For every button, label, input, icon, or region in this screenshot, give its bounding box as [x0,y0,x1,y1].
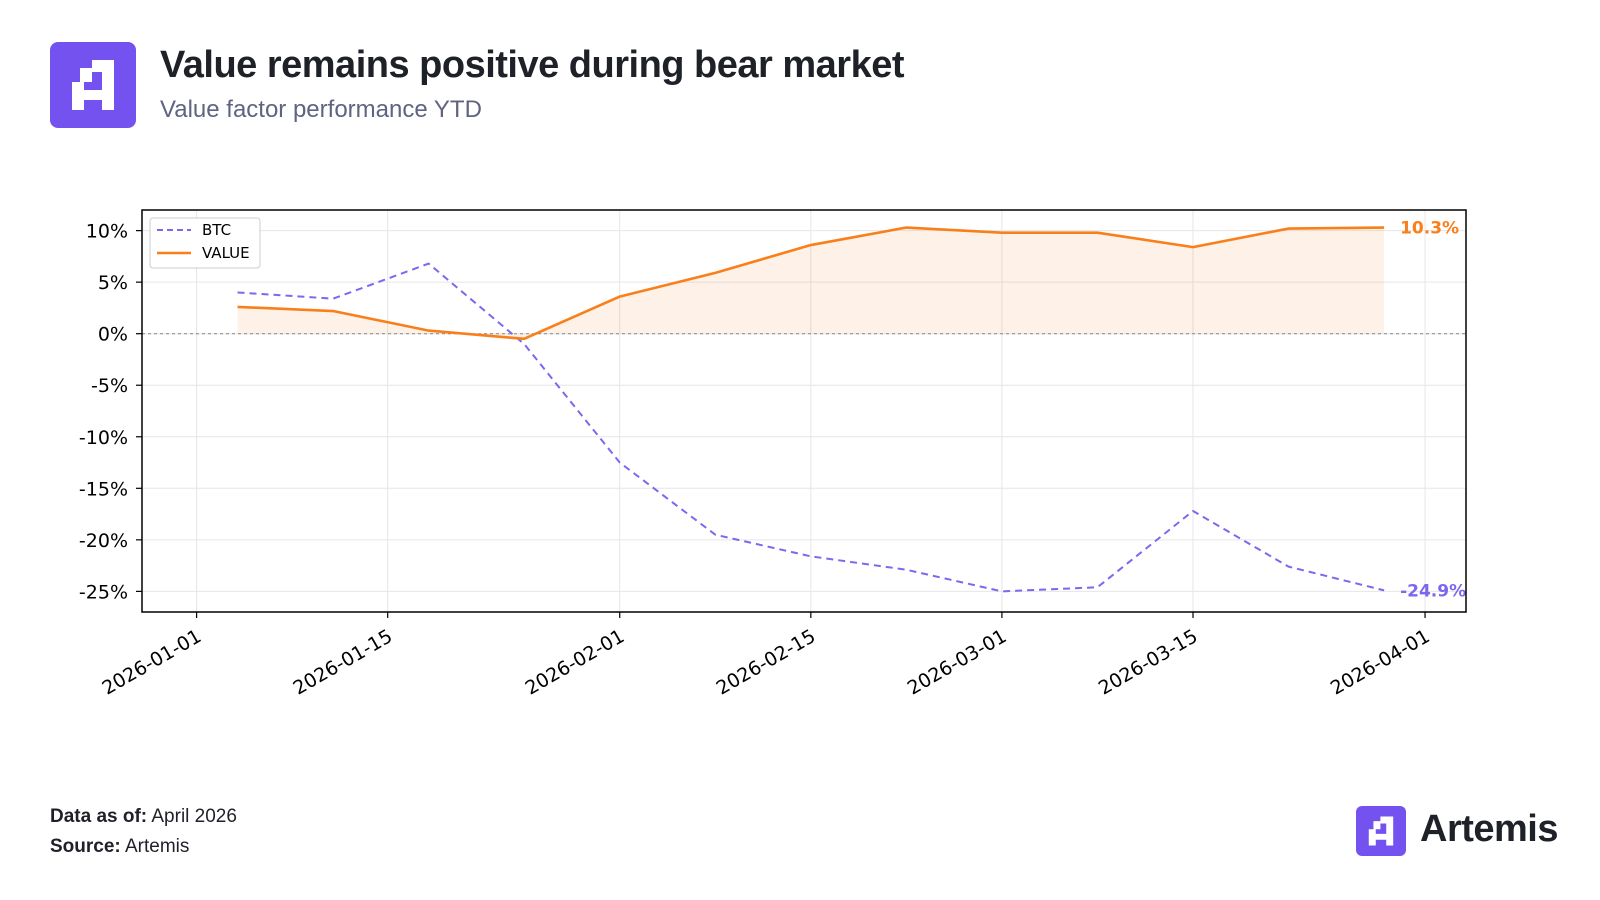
value-area-fill [237,227,1385,339]
footer-source: Source: Artemis [50,836,189,858]
legend-label-btc: BTC [202,221,231,239]
footer-source-label: Source: [50,836,121,857]
legend-label-value: VALUE [202,244,250,262]
y-tick-label: -20% [79,530,128,552]
footer-date-value: April 2026 [151,806,237,827]
x-tick-label: 2026-02-15 [713,625,820,699]
x-tick-label: 2026-01-15 [290,625,397,699]
page-subtitle: Value factor performance YTD [160,96,482,123]
page-title: Value remains positive during bear marke… [160,44,905,86]
footer-source-value: Artemis [124,836,190,857]
y-tick-label: -15% [79,478,128,500]
artemis-logo-icon [50,42,136,128]
brand-name: Artemis [1420,808,1559,850]
brand-glyph-icon [1368,816,1394,846]
logo-glyph-icon [72,60,114,110]
x-tick-label: 2026-02-01 [522,625,629,699]
y-tick-label: -10% [79,427,128,449]
x-tick-label: 2026-01-01 [98,625,205,699]
end-label-value: 10.3% [1400,219,1459,239]
x-tick-label: 2026-04-01 [1327,625,1434,699]
plot-frame [141,209,1467,613]
x-tick-label: 2026-03-15 [1095,625,1202,699]
y-tick-label: 5% [98,272,128,294]
y-tick-label: 0% [98,324,128,346]
y-tick-label: -25% [79,581,128,603]
footer-data-date: Data as of: April 2026 [50,806,237,828]
end-label-btc: -24.9% [1400,581,1466,601]
x-tick-label: 2026-03-01 [904,625,1011,699]
brand-logo-icon [1356,806,1406,856]
footer-date-label: Data as of: [50,806,148,827]
value-vs-btc-chart: -24.9% 10.3% 10% 5% 0% -5% -10% -15% -20% -25% 202… [79,209,1467,700]
y-tick-label: 10% [86,221,128,243]
y-tick-label: -5% [91,375,128,397]
series-line-value [237,226,1385,341]
series-line-btc [237,262,1385,593]
